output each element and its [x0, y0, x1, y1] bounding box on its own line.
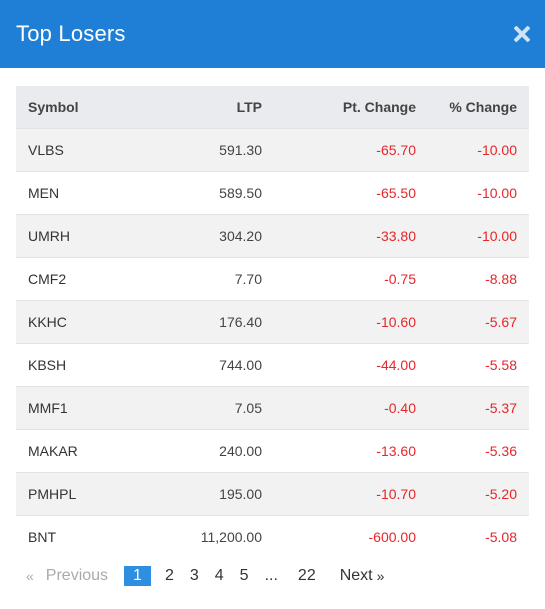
- symbol-cell: KBSH: [28, 356, 67, 373]
- pct-change-cell: -5.58: [485, 356, 517, 373]
- pt-change-cell: -65.70: [376, 141, 416, 158]
- table-row[interactable]: PMHPL 195.00 -10.70 -5.20: [16, 472, 529, 515]
- modal-title: Top Losers: [16, 21, 126, 46]
- pct-change-cell: -10.00: [477, 141, 517, 158]
- table-row[interactable]: MAKAR 240.00 -13.60 -5.36: [16, 429, 529, 472]
- ltp-cell: 304.20: [219, 227, 262, 244]
- symbol-cell: MEN: [28, 184, 60, 201]
- table-row[interactable]: KBSH 744.00 -44.00 -5.58: [16, 343, 529, 386]
- symbol-cell: MAKAR: [28, 442, 78, 459]
- symbol-cell: UMRH: [28, 227, 70, 244]
- symbol-cell: BNT: [28, 528, 56, 545]
- ltp-cell: 240.00: [219, 442, 262, 459]
- previous-button[interactable]: Previous: [45, 567, 109, 584]
- ltp-cell: 7.05: [234, 399, 262, 416]
- pct-change-cell: -5.08: [485, 528, 517, 545]
- close-icon[interactable]: [513, 25, 531, 43]
- table-row[interactable]: CMF2 7.70 -0.75 -8.88: [16, 257, 529, 300]
- previous-arrow: «: [26, 568, 34, 584]
- next-arrow: »: [376, 568, 385, 584]
- pt-change-cell: -44.00: [376, 356, 416, 373]
- table-row[interactable]: BNT 11,200.00 -600.00 -5.08: [16, 515, 529, 558]
- ltp-cell: 11,200.00: [200, 528, 262, 545]
- pagination-ellipsis: ...: [264, 567, 278, 584]
- page-3-button[interactable]: 3: [189, 567, 199, 584]
- page-4-button[interactable]: 4: [214, 567, 224, 584]
- pct-change-cell: -5.37: [485, 399, 517, 416]
- pct-change-cell: -5.20: [485, 485, 517, 502]
- pt-change-cell: -13.60: [376, 442, 416, 459]
- pt-change-cell: -65.50: [376, 184, 416, 201]
- page-1-button[interactable]: 1: [124, 566, 151, 586]
- pct-change-cell: -8.88: [485, 270, 517, 287]
- page-5-button[interactable]: 5: [239, 567, 249, 584]
- table-row[interactable]: KKHC 176.40 -10.60 -5.67: [16, 300, 529, 343]
- pct-change-cell: -10.00: [477, 227, 517, 244]
- pt-change-cell: -0.40: [384, 399, 416, 416]
- symbol-cell: CMF2: [28, 270, 67, 287]
- page-22-button[interactable]: 22: [297, 567, 316, 584]
- pt-change-cell: -0.75: [384, 270, 416, 287]
- modal-header: Top Losers: [0, 0, 545, 68]
- column-header-ltp[interactable]: LTP: [236, 98, 262, 115]
- pt-change-cell: -33.80: [376, 227, 416, 244]
- next-button[interactable]: Next: [339, 567, 373, 584]
- losers-table: Symbol LTP Pt. Change % Change VLBS 591.3…: [16, 86, 529, 558]
- table-row[interactable]: UMRH 304.20 -33.80 -10.00: [16, 214, 529, 257]
- ltp-cell: 7.70: [234, 270, 262, 287]
- pt-change-cell: -10.60: [376, 313, 416, 330]
- table-row[interactable]: MEN 589.50 -65.50 -10.00: [16, 171, 529, 214]
- pct-change-cell: -5.36: [485, 442, 517, 459]
- ltp-cell: 176.40: [219, 313, 262, 330]
- table-row[interactable]: MMF1 7.05 -0.40 -5.37: [16, 386, 529, 429]
- column-header-symbol[interactable]: Symbol: [28, 98, 79, 115]
- ltp-cell: 195.00: [219, 485, 262, 502]
- symbol-cell: KKHC: [28, 313, 67, 330]
- symbol-cell: VLBS: [28, 141, 64, 158]
- modal-body: Symbol LTP Pt. Change % Change VLBS 591.3…: [0, 68, 545, 588]
- pct-change-cell: -10.00: [477, 184, 517, 201]
- pt-change-cell: -10.70: [376, 485, 416, 502]
- symbol-cell: MMF1: [28, 399, 68, 416]
- column-header-pt-change[interactable]: Pt. Change: [342, 98, 416, 115]
- table-row[interactable]: VLBS 591.30 -65.70 -10.00: [16, 128, 529, 171]
- table-header-row: Symbol LTP Pt. Change % Change: [16, 86, 529, 128]
- ltp-cell: 589.50: [219, 184, 262, 201]
- ltp-cell: 591.30: [219, 141, 262, 158]
- pt-change-cell: -600.00: [368, 528, 416, 545]
- pct-change-cell: -5.67: [485, 313, 517, 330]
- column-header-pct-change[interactable]: % Change: [449, 98, 517, 115]
- symbol-cell: PMHPL: [28, 485, 77, 502]
- ltp-cell: 744.00: [219, 356, 262, 373]
- page-2-button[interactable]: 2: [164, 567, 174, 584]
- pagination: « Previous 1 2 3 4 5 ... 22 Next »: [16, 564, 529, 588]
